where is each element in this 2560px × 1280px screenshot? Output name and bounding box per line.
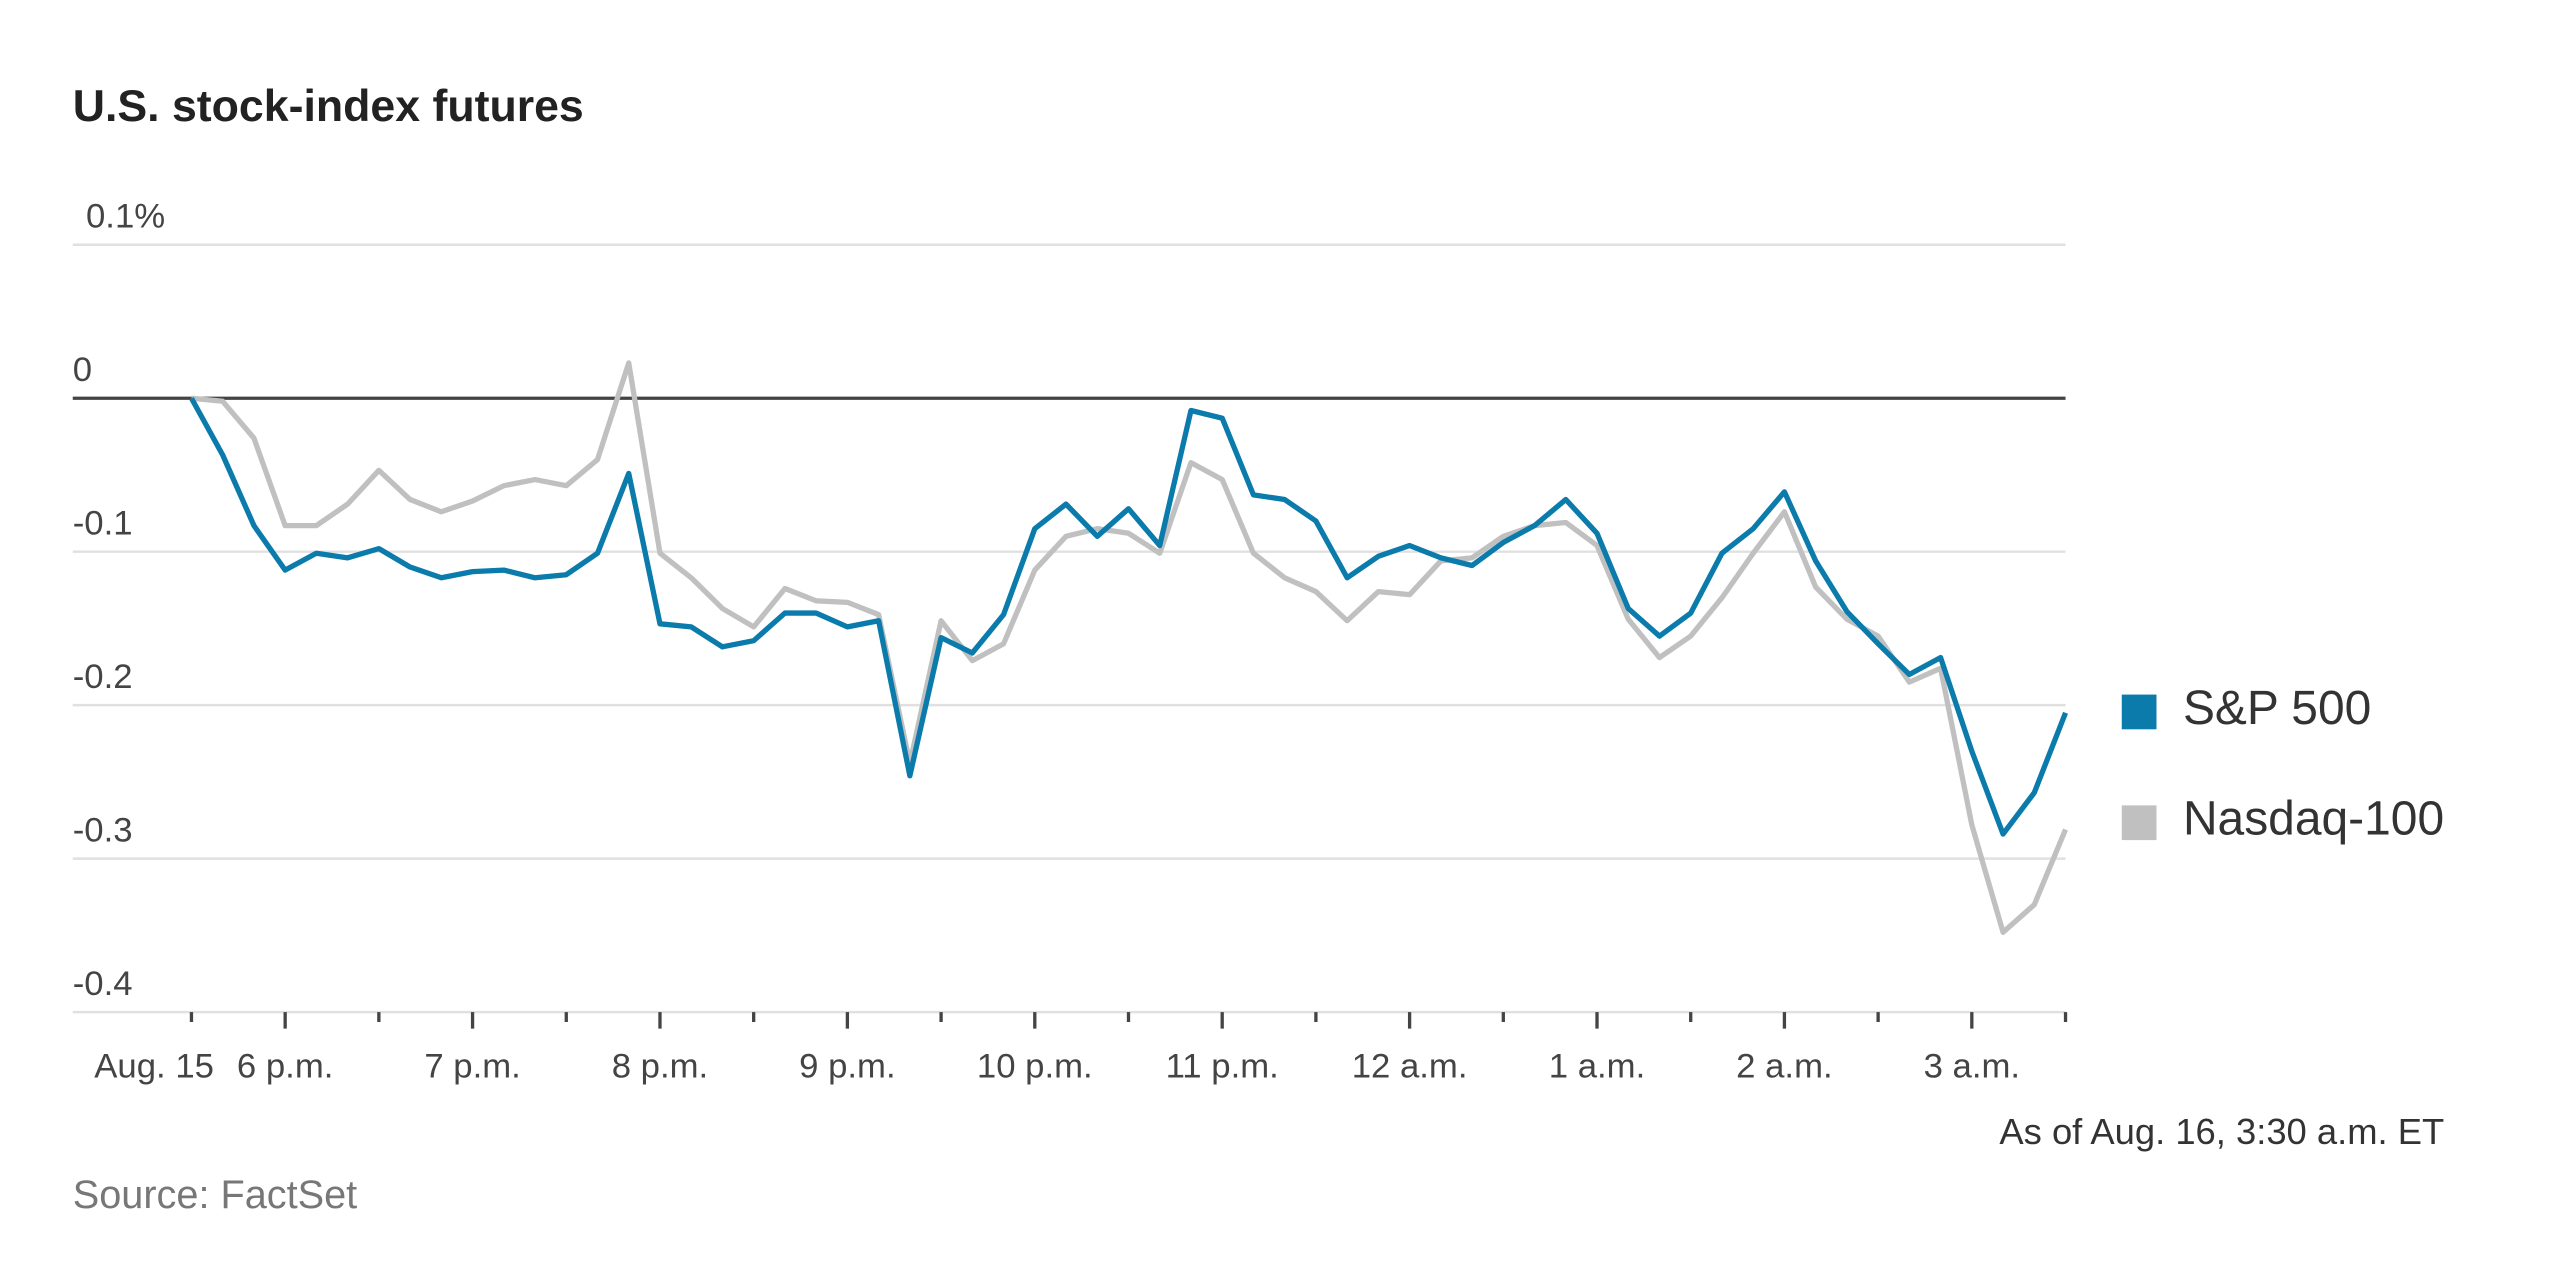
series-line xyxy=(191,360,2068,935)
x-tick-label: 12 a.m. xyxy=(1352,1047,1468,1085)
x-tick-label: 10 p.m. xyxy=(977,1047,1093,1085)
series-line xyxy=(189,396,2068,837)
legend-swatch xyxy=(2121,805,2157,841)
x-tick-label: 1 a.m. xyxy=(1549,1047,1645,1085)
source: Source: FactSet xyxy=(73,1173,357,1217)
y-tick-label: -0.1 xyxy=(73,504,133,542)
annotation: As of Aug. 16, 3:30 a.m. ET xyxy=(1999,1111,2444,1152)
x-tick-label: 7 p.m. xyxy=(424,1047,520,1085)
x-tick-label: 3 a.m. xyxy=(1924,1047,2020,1085)
x-tick-label: 8 p.m. xyxy=(612,1047,708,1085)
y-tick-label: 0.1% xyxy=(86,197,165,235)
chart-title: U.S. stock-index futures xyxy=(73,82,584,131)
y-tick-label: -0.2 xyxy=(73,658,133,696)
y-tick-label: -0.3 xyxy=(73,811,133,849)
x-start-label: Aug. 15 xyxy=(94,1047,214,1085)
x-tick-label: 11 p.m. xyxy=(1166,1047,1279,1085)
x-tick-label: 9 p.m. xyxy=(799,1047,895,1085)
legend-swatch xyxy=(2121,694,2157,730)
x-tick-label: 6 p.m. xyxy=(237,1047,333,1085)
legend-label: Nasdaq-100 xyxy=(2183,793,2444,846)
x-tick-label: 2 a.m. xyxy=(1736,1047,1832,1085)
y-tick-label: -0.4 xyxy=(73,965,133,1003)
legend-label: S&P 500 xyxy=(2183,682,2371,735)
y-tick-label: 0 xyxy=(73,351,92,389)
